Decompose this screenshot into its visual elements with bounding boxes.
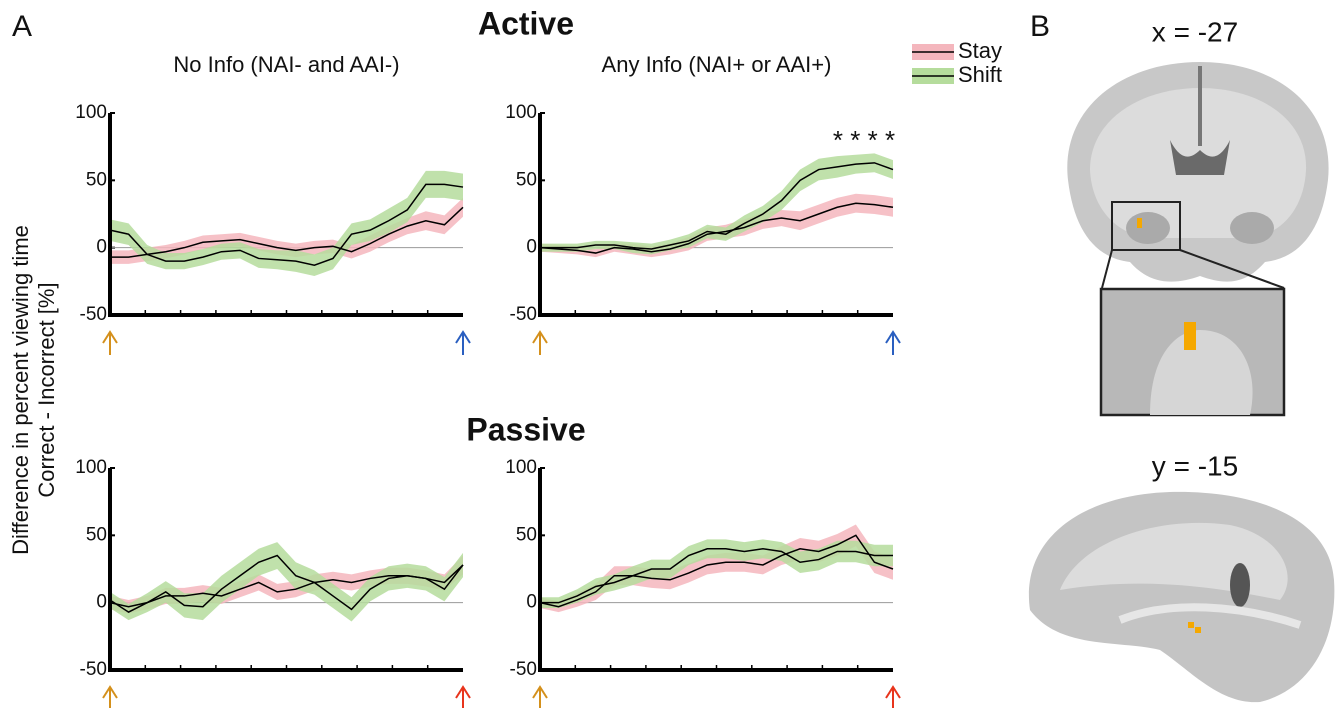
panel-label: B [1030, 10, 1050, 43]
slice-label: x = -27 [1152, 16, 1238, 47]
error-band [540, 525, 893, 613]
panel-label: A [12, 10, 32, 43]
annotation: * * * * [833, 125, 895, 155]
y-tick-label: 50 [516, 524, 537, 545]
error-band [110, 542, 463, 621]
section-title: Active [478, 5, 574, 41]
brain-sagittal [1029, 492, 1334, 702]
y-axis-label: Difference in percent viewing time [8, 225, 33, 555]
y-tick-label: 0 [96, 592, 107, 613]
slice-label: y = -15 [1152, 450, 1238, 481]
y-tick-label: 50 [86, 169, 107, 190]
figure: A B Active Passive Difference in percent… [0, 0, 1339, 708]
y-tick-label: 0 [96, 237, 107, 258]
y-tick-label: -50 [510, 659, 537, 680]
page: A B Active Passive Difference in percent… [0, 0, 1339, 713]
y-tick-label: -50 [510, 304, 537, 325]
y-tick-label: 100 [75, 102, 107, 123]
section-title: Passive [466, 411, 585, 447]
legend-label: Shift [958, 62, 1002, 87]
y-tick-label: 0 [526, 592, 537, 613]
y-tick-label: 0 [526, 237, 537, 258]
brain-coronal [1067, 62, 1328, 415]
y-tick-label: 50 [516, 169, 537, 190]
y-tick-label: -50 [80, 304, 107, 325]
y-tick-label: 100 [505, 457, 537, 478]
chart-title: No Info (NAI- and AAI-) [173, 52, 399, 77]
y-tick-label: 100 [505, 102, 537, 123]
legend-label: Stay [958, 38, 1002, 63]
y-axis-label: Correct - Incorrect [%] [34, 282, 59, 497]
y-tick-label: 50 [86, 524, 107, 545]
chart-title: Any Info (NAI+ or AAI+) [602, 52, 832, 77]
y-tick-label: -50 [80, 659, 107, 680]
charts: No Info (NAI- and AAI-) -50 0 50 100 Any Info… [75, 52, 900, 708]
y-tick-label: 100 [75, 457, 107, 478]
